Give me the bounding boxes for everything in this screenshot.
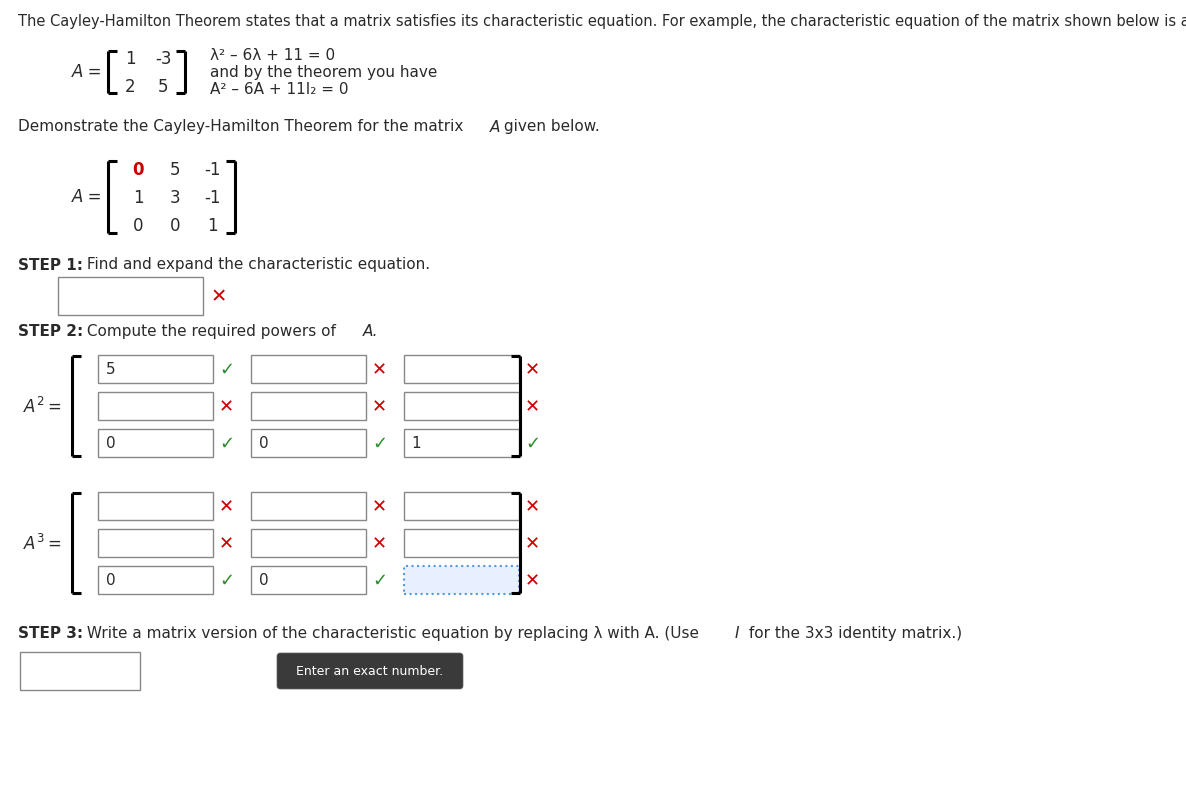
Bar (403, 566, 518, 594)
Text: A: A (490, 119, 500, 135)
Bar (250, 566, 365, 594)
Text: and by the theorem you have: and by the theorem you have (210, 66, 438, 80)
Text: λ² – 6λ + 11 = 0: λ² – 6λ + 11 = 0 (210, 49, 336, 63)
Text: ✕: ✕ (372, 497, 387, 515)
Text: 0: 0 (170, 217, 180, 234)
Text: 0: 0 (106, 573, 115, 588)
Bar (97, 566, 212, 594)
Text: Find and expand the characteristic equation.: Find and expand the characteristic equat… (82, 257, 431, 272)
Text: ✕: ✕ (372, 361, 387, 379)
Bar (250, 492, 365, 521)
Text: ✓: ✓ (372, 435, 387, 453)
Text: ✕: ✕ (525, 571, 540, 590)
Bar (97, 492, 212, 521)
Text: STEP 1:: STEP 1: (18, 257, 83, 272)
Bar (97, 430, 212, 457)
Text: ✕: ✕ (525, 397, 540, 415)
Text: STEP 3:: STEP 3: (18, 626, 83, 641)
Text: ✓: ✓ (525, 435, 540, 453)
Text: 0: 0 (133, 217, 144, 234)
Bar (97, 393, 212, 420)
Text: ✕: ✕ (219, 497, 234, 515)
Text: I: I (735, 626, 740, 641)
Text: 5: 5 (170, 161, 180, 178)
Text: ✕: ✕ (525, 361, 540, 379)
Text: 1: 1 (412, 436, 421, 451)
Bar (403, 430, 518, 457)
Bar (57, 277, 203, 315)
Text: Write a matrix version of the characteristic equation by replacing λ with A. (Us: Write a matrix version of the characteri… (82, 626, 703, 641)
Bar (97, 530, 212, 557)
Bar (20, 652, 140, 690)
Text: ✕: ✕ (525, 497, 540, 515)
Text: ✕: ✕ (372, 534, 387, 552)
Text: The Cayley-Hamilton Theorem states that a matrix satisfies its characteristic eq: The Cayley-Hamilton Theorem states that … (18, 14, 1186, 29)
Bar (250, 355, 365, 384)
Text: ✓: ✓ (219, 571, 234, 590)
Text: -1: -1 (204, 161, 221, 178)
Text: ✕: ✕ (210, 287, 227, 306)
Text: 1: 1 (133, 189, 144, 207)
Text: 5: 5 (106, 362, 115, 377)
Text: ✓: ✓ (219, 361, 234, 379)
Text: 1: 1 (206, 217, 217, 234)
Text: 3: 3 (170, 189, 180, 207)
Bar (403, 393, 518, 420)
Text: 0: 0 (133, 161, 144, 178)
Text: 0: 0 (259, 573, 268, 588)
Bar (250, 430, 365, 457)
Text: A =: A = (72, 63, 102, 81)
Text: ✓: ✓ (219, 435, 234, 453)
Text: ✕: ✕ (372, 397, 387, 415)
Text: ✕: ✕ (525, 534, 540, 552)
Text: Compute the required powers of: Compute the required powers of (82, 324, 340, 339)
Text: -1: -1 (204, 189, 221, 207)
Text: A.: A. (363, 324, 378, 339)
Text: given below.: given below. (499, 119, 600, 135)
Text: for the 3x3 identity matrix.): for the 3x3 identity matrix.) (744, 626, 962, 641)
Text: Enter an exact number.: Enter an exact number. (296, 665, 444, 678)
Text: STEP 2:: STEP 2: (18, 324, 83, 339)
Bar (250, 393, 365, 420)
Text: Demonstrate the Cayley-Hamilton Theorem for the matrix: Demonstrate the Cayley-Hamilton Theorem … (18, 119, 468, 135)
Text: 1: 1 (125, 50, 135, 68)
Text: 5: 5 (158, 78, 168, 96)
Text: $A^3 =$: $A^3 =$ (24, 534, 62, 553)
Text: A =: A = (72, 188, 102, 206)
Text: 0: 0 (106, 436, 115, 451)
Bar (97, 355, 212, 384)
Bar (403, 530, 518, 557)
Text: ✕: ✕ (219, 534, 234, 552)
Bar (403, 492, 518, 521)
FancyBboxPatch shape (278, 653, 463, 689)
Bar (250, 530, 365, 557)
Text: ✓: ✓ (372, 571, 387, 590)
Text: -3: -3 (154, 50, 171, 68)
Text: 0: 0 (259, 436, 268, 451)
Text: ✕: ✕ (219, 397, 234, 415)
Text: A² – 6A + 11I₂ = 0: A² – 6A + 11I₂ = 0 (210, 83, 349, 97)
Bar (403, 355, 518, 384)
Text: 2: 2 (125, 78, 135, 96)
Text: $A^2 =$: $A^2 =$ (24, 397, 62, 417)
